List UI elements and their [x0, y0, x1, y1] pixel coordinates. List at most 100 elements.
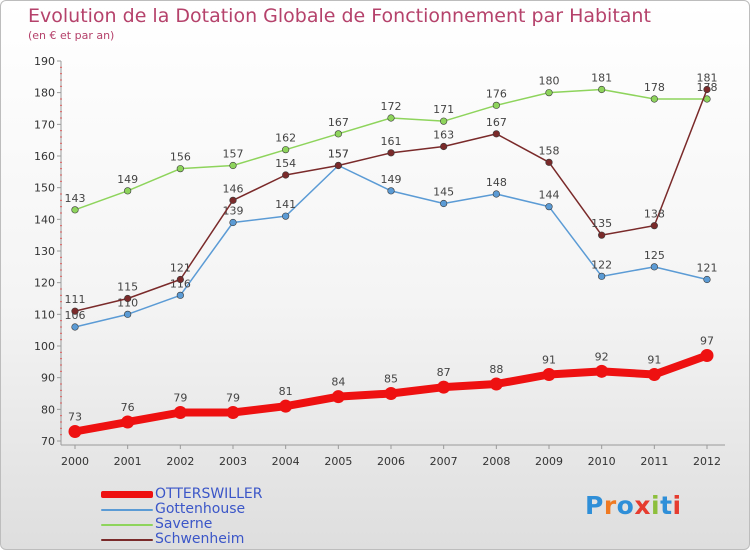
y-tick-label: 70: [41, 435, 55, 448]
data-label: 157: [328, 148, 349, 161]
chart-legend: OTTERSWILLER Gottenhouse Saverne Schwenheim: [101, 487, 262, 547]
data-point: [489, 377, 503, 391]
data-label: 157: [328, 148, 349, 161]
y-minor-tick: [60, 199, 62, 201]
y-minor-tick: [60, 383, 62, 385]
y-minor-tick: [60, 161, 62, 163]
y-tick-label: 180: [34, 87, 55, 100]
data-point: [334, 161, 342, 170]
data-point: [437, 380, 451, 394]
data-label: 111: [65, 293, 86, 306]
legend-item-saverne: Saverne: [101, 517, 262, 532]
data-label: 149: [117, 173, 138, 186]
data-point: [121, 415, 135, 429]
y-minor-tick: [60, 263, 62, 265]
data-point: [71, 206, 79, 214]
y-tick-label: 100: [34, 340, 55, 353]
data-point: [545, 89, 553, 97]
y-minor-tick: [60, 402, 62, 404]
data-label: 163: [433, 129, 454, 142]
legend-item-otterswiller: OTTERSWILLER: [101, 487, 262, 502]
y-minor-tick: [60, 320, 62, 322]
y-minor-tick: [60, 301, 62, 303]
y-minor-tick: [60, 339, 62, 341]
data-point: [598, 231, 606, 239]
y-minor-tick: [60, 111, 62, 113]
y-minor-tick: [60, 98, 62, 100]
data-label: 167: [486, 116, 507, 129]
logo-letter: o: [616, 491, 635, 520]
y-minor-tick: [60, 427, 62, 429]
x-tick-label: 2002: [166, 455, 194, 468]
x-tick-label: 2011: [640, 455, 668, 468]
data-label: 88: [489, 363, 503, 376]
y-minor-tick: [60, 174, 62, 176]
data-point: [598, 272, 606, 280]
data-point: [226, 406, 240, 419]
legend-swatch: [101, 523, 153, 526]
data-label: 172: [381, 100, 402, 113]
data-label: 115: [117, 281, 138, 294]
data-label: 116: [170, 277, 191, 290]
y-minor-tick: [60, 370, 62, 372]
data-label: 178: [644, 81, 665, 94]
data-label: 162: [275, 132, 296, 145]
data-point: [229, 196, 237, 204]
data-label: 146: [223, 182, 244, 195]
y-minor-tick: [60, 149, 62, 151]
y-minor-tick: [60, 358, 62, 360]
y-minor-tick: [60, 396, 62, 398]
y-minor-tick: [60, 79, 62, 81]
data-label: 91: [647, 354, 661, 367]
y-minor-tick: [60, 364, 62, 366]
y-tick-label: 170: [34, 118, 55, 131]
data-point: [229, 218, 237, 227]
y-minor-tick: [60, 269, 62, 271]
data-label: 87: [437, 366, 451, 379]
y-minor-tick: [60, 415, 62, 417]
logo-letter: P: [585, 491, 604, 520]
y-minor-tick: [60, 307, 62, 309]
y-minor-tick: [60, 421, 62, 423]
x-tick-label: 2010: [588, 455, 616, 468]
legend-item-gottenhouse: Gottenhouse: [101, 502, 262, 517]
data-label: 157: [223, 148, 244, 161]
data-point: [545, 158, 553, 166]
data-label: 138: [644, 208, 665, 221]
data-point: [282, 146, 290, 154]
y-minor-tick: [60, 294, 62, 296]
data-point: [176, 291, 184, 299]
y-minor-tick: [60, 142, 62, 144]
legend-label: Schwenheim: [155, 531, 245, 547]
y-minor-tick: [60, 180, 62, 182]
data-label: 156: [170, 151, 191, 164]
data-point: [440, 142, 448, 151]
data-point: [440, 199, 448, 208]
data-label: 176: [486, 87, 507, 100]
logo-letter: r: [603, 491, 617, 520]
legend-label: Saverne: [155, 516, 213, 532]
y-minor-tick: [60, 136, 62, 138]
x-tick-label: 2007: [430, 455, 458, 468]
data-point: [176, 275, 184, 284]
data-label: 73: [68, 411, 82, 424]
x-tick-label: 2012: [693, 455, 721, 468]
y-tick-label: 130: [34, 245, 55, 258]
logo-letter: t: [660, 491, 673, 520]
data-point: [387, 149, 395, 157]
y-minor-tick: [60, 117, 62, 119]
y-tick-label: 160: [34, 150, 55, 163]
data-point: [387, 114, 395, 122]
data-label: 91: [542, 354, 556, 367]
data-point: [124, 294, 132, 303]
y-minor-tick: [60, 351, 62, 353]
data-label: 121: [170, 262, 191, 275]
data-label: 85: [384, 373, 398, 386]
data-point: [176, 165, 184, 173]
data-point: [492, 190, 500, 198]
data-label: 84: [331, 376, 345, 389]
data-label: 180: [539, 75, 560, 88]
data-label: 92: [595, 350, 609, 363]
data-label: 167: [328, 116, 349, 129]
